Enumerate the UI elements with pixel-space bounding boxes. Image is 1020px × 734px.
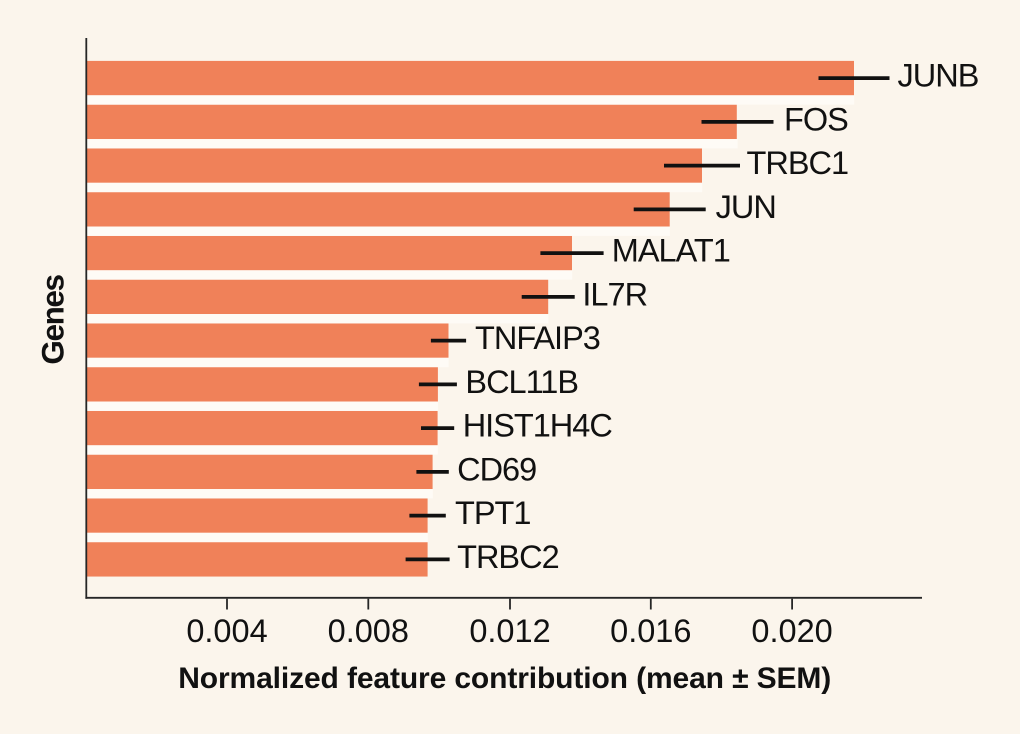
svg-text:Genes: Genes — [35, 274, 71, 364]
svg-text:HIST1H4C: HIST1H4C — [463, 408, 613, 444]
svg-text:0.004: 0.004 — [186, 613, 267, 649]
svg-text:0.016: 0.016 — [610, 613, 691, 649]
svg-text:0.008: 0.008 — [328, 613, 409, 649]
svg-text:CD69: CD69 — [457, 451, 536, 487]
svg-text:BCL11B: BCL11B — [465, 364, 578, 400]
svg-text:TPT1: TPT1 — [455, 495, 530, 531]
svg-text:0.012: 0.012 — [469, 613, 550, 649]
svg-text:Normalized feature contributio: Normalized feature contribution (mean ± … — [178, 662, 831, 695]
svg-text:FOS: FOS — [784, 101, 848, 137]
svg-text:IL7R: IL7R — [582, 276, 647, 312]
svg-text:0.020: 0.020 — [751, 613, 832, 649]
svg-text:TRBC1: TRBC1 — [747, 145, 849, 181]
svg-text:TNFAIP3: TNFAIP3 — [475, 320, 600, 356]
svg-text:TRBC2: TRBC2 — [457, 539, 559, 575]
svg-text:MALAT1: MALAT1 — [612, 233, 730, 269]
svg-text:JUNB: JUNB — [898, 58, 979, 94]
svg-text:JUN: JUN — [716, 189, 776, 225]
